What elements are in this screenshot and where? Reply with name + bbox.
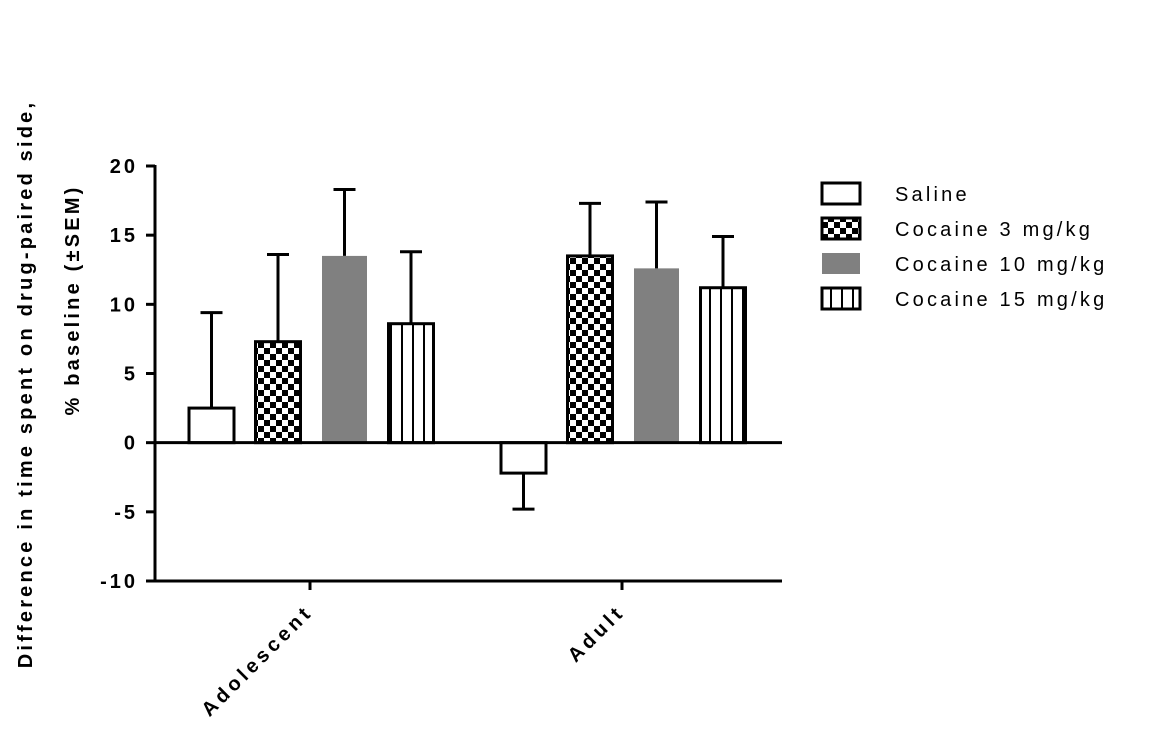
bar [187,406,236,445]
legend-swatch [822,253,860,274]
bar [322,255,367,443]
x-tick-label: Adolescent [197,601,317,721]
legend-label: Cocaine 15 mg/kg [895,289,1107,311]
bars [187,188,747,511]
y-axis-title-line1: Difference in time spent on drug-paired … [15,100,37,669]
y-tick-label: 0 [124,433,138,455]
y-tick-label: -10 [100,571,138,593]
legend-label: Cocaine 10 mg/kg [895,254,1107,276]
bar [387,322,435,445]
legend: Saline Cocaine 3 mg/kg Cocaine 10 mg/kg Coc… [820,181,1107,311]
legend-label: Cocaine 3 mg/kg [895,219,1093,241]
bar [254,340,302,445]
legend-swatch [820,181,862,206]
y-tick-label: -5 [114,502,138,524]
legend-swatch [820,286,862,311]
legend-swatch [820,216,862,241]
bar [499,441,548,475]
y-tick-label: 15 [110,225,138,247]
x-tick-label: Adult [564,601,630,667]
y-tick-label: 20 [110,156,138,178]
legend-label: Saline [895,184,970,206]
bar [566,254,614,445]
y-tick-label: 10 [110,294,138,316]
bar [699,286,747,445]
y-tick-label: 5 [124,364,138,386]
bar [634,268,679,443]
y-axis-title-line2: % baseline (±SEM) [62,185,84,416]
y-axis-title: Difference in time spent on drug-paired … [15,100,84,669]
